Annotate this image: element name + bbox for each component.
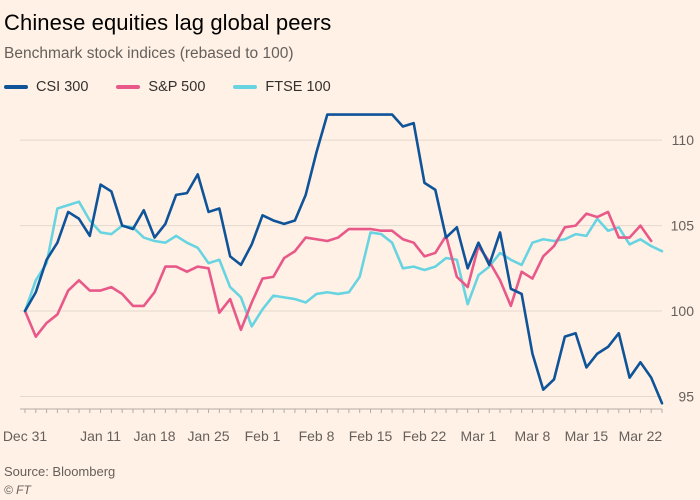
x-tick-label: Feb 22	[403, 428, 447, 444]
x-tick-label: Feb 8	[299, 428, 335, 444]
legend-swatch-sp500	[116, 85, 141, 89]
legend-item-sp500: S&P 500	[116, 79, 205, 95]
y-tick-label: 110	[672, 132, 695, 148]
chart-subtitle: Benchmark stock indices (rebased to 100)	[4, 45, 294, 62]
legend-swatch-ftse100	[233, 85, 258, 89]
x-tick-label: Jan 18	[134, 428, 176, 444]
y-tick-label: 95	[678, 388, 694, 404]
y-tick-label: 100	[671, 303, 695, 319]
x-tick-label: Mar 1	[461, 428, 497, 444]
x-tick-label: Feb 15	[349, 428, 393, 444]
x-tick-label: Jan 25	[188, 428, 230, 444]
legend-label-csi300: CSI 300	[36, 79, 89, 95]
x-tick-label: Mar 8	[515, 428, 551, 444]
series-line-csi-300	[23, 113, 664, 405]
chart-legend: CSI 300 S&P 500 FTSE 100	[4, 79, 359, 95]
credit-note: © FT	[4, 483, 31, 497]
x-tick-label: Jan 11	[80, 428, 121, 444]
x-tick-label: Mar 22	[619, 428, 663, 444]
x-tick-label: Feb 1	[245, 428, 281, 444]
x-tick-label: Dec 31	[3, 428, 48, 444]
chart-title: Chinese equities lag global peers	[4, 10, 332, 35]
series-line-s-p-500	[23, 210, 653, 338]
legend-label-ftse100: FTSE 100	[265, 79, 331, 95]
source-note: Source: Bloomberg	[4, 464, 116, 479]
legend-swatch-csi300	[4, 85, 28, 89]
y-tick-label: 105	[671, 218, 695, 234]
x-tick-label: Mar 15	[565, 428, 609, 444]
legend-label-sp500: S&P 500	[148, 79, 206, 95]
legend-item-ftse100: FTSE 100	[233, 79, 331, 95]
legend-item-csi300: CSI 300	[4, 79, 88, 95]
